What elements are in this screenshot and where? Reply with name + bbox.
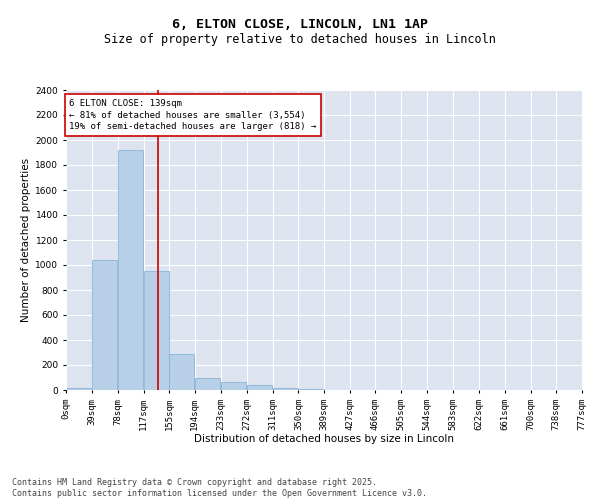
X-axis label: Distribution of detached houses by size in Lincoln: Distribution of detached houses by size …	[194, 434, 454, 444]
Bar	[92, 260, 117, 390]
Text: 6, ELTON CLOSE, LINCOLN, LN1 1AP: 6, ELTON CLOSE, LINCOLN, LN1 1AP	[172, 18, 428, 30]
Bar	[299, 389, 324, 390]
Text: Size of property relative to detached houses in Lincoln: Size of property relative to detached ho…	[104, 32, 496, 46]
Bar	[118, 150, 143, 390]
Bar	[67, 388, 91, 390]
Bar	[196, 378, 220, 390]
Bar	[273, 388, 298, 390]
Bar	[144, 271, 169, 390]
Text: Contains HM Land Registry data © Crown copyright and database right 2025.
Contai: Contains HM Land Registry data © Crown c…	[12, 478, 427, 498]
Text: 6 ELTON CLOSE: 139sqm
← 81% of detached houses are smaller (3,554)
19% of semi-d: 6 ELTON CLOSE: 139sqm ← 81% of detached …	[70, 99, 317, 132]
Bar	[247, 385, 272, 390]
Y-axis label: Number of detached properties: Number of detached properties	[21, 158, 31, 322]
Bar	[169, 354, 194, 390]
Bar	[221, 382, 246, 390]
